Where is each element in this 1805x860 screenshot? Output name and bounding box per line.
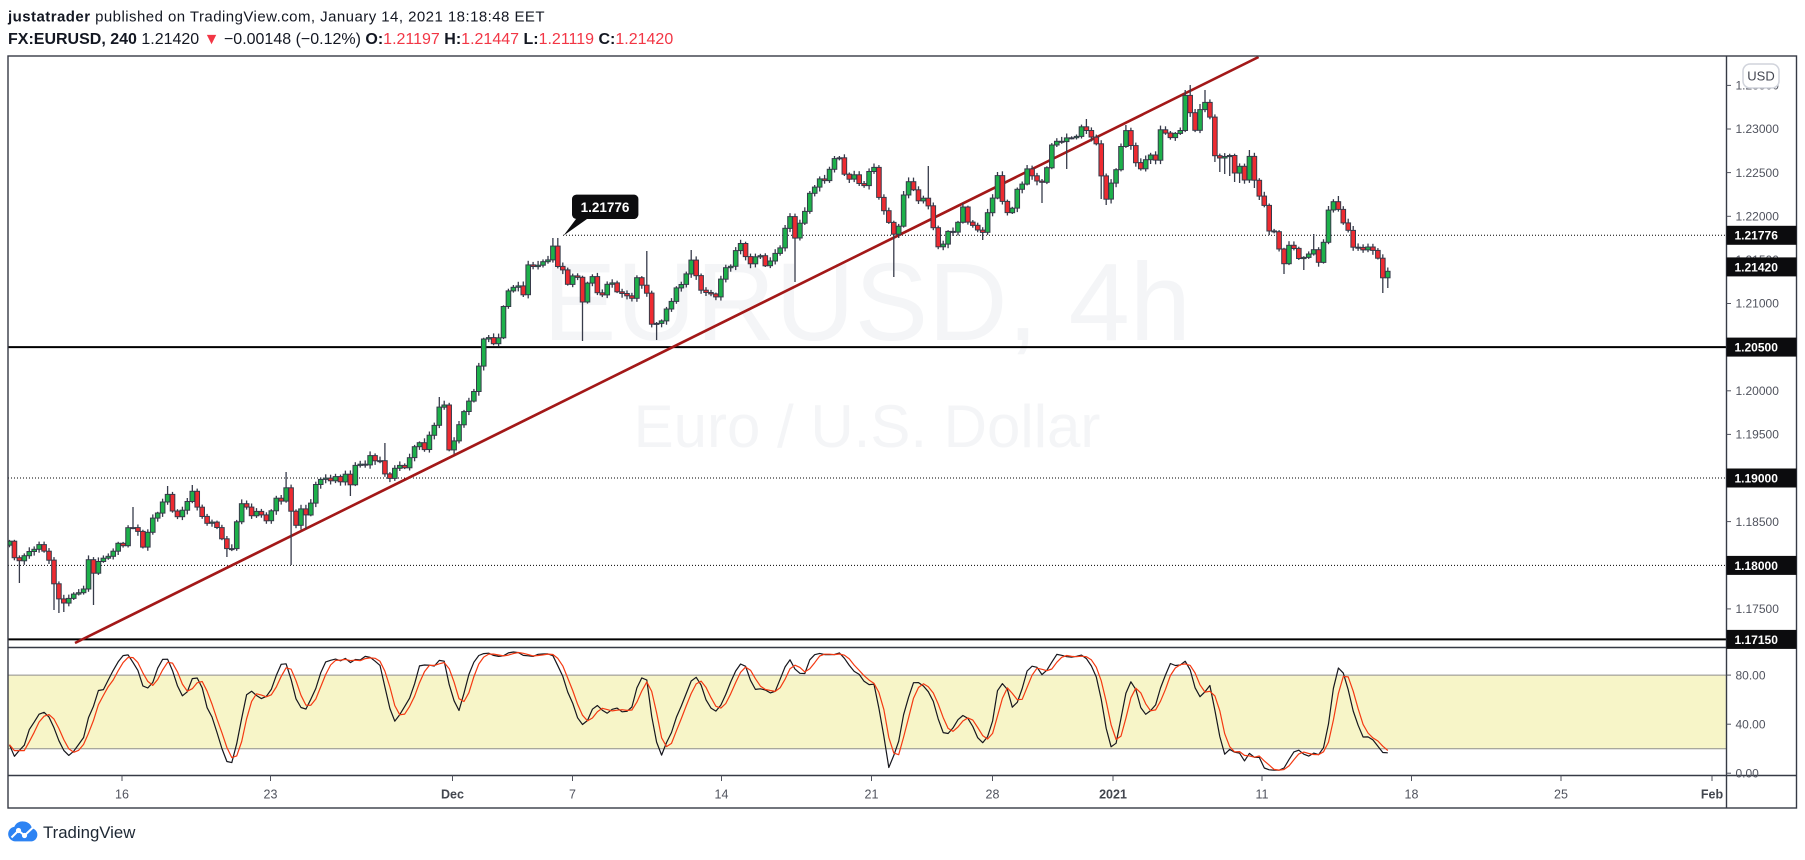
svg-text:1.20000: 1.20000 xyxy=(1736,384,1780,398)
svg-text:11: 11 xyxy=(1256,788,1269,802)
svg-text:1.19000: 1.19000 xyxy=(1735,471,1779,485)
svg-text:FX:EURUSD, 240 1.21420 ▼ −0.0: FX:EURUSD, 240 1.21420 ▼ −0.00148 (−0.12… xyxy=(8,31,673,48)
svg-text:1.19500: 1.19500 xyxy=(1736,428,1780,442)
svg-text:1.22500: 1.22500 xyxy=(1736,166,1780,180)
svg-text:1.21420: 1.21420 xyxy=(1735,260,1779,274)
svg-text:1.21000: 1.21000 xyxy=(1736,297,1780,311)
svg-text:1.18000: 1.18000 xyxy=(1735,559,1779,573)
svg-text:TradingView: TradingView xyxy=(43,823,136,842)
svg-text:1.21776: 1.21776 xyxy=(1735,229,1779,243)
svg-text:USD: USD xyxy=(1747,69,1774,84)
svg-text:Feb: Feb xyxy=(1701,788,1724,802)
svg-text:1.17500: 1.17500 xyxy=(1736,602,1780,616)
svg-text:7: 7 xyxy=(569,788,576,802)
svg-text:1.21776: 1.21776 xyxy=(581,200,630,215)
svg-text:1.23000: 1.23000 xyxy=(1736,122,1780,136)
svg-text:2021: 2021 xyxy=(1099,788,1127,802)
svg-text:1.20500: 1.20500 xyxy=(1735,341,1779,355)
svg-text:21: 21 xyxy=(865,788,879,802)
svg-text:EURUSD, 4h: EURUSD, 4h xyxy=(543,241,1191,364)
svg-text:16: 16 xyxy=(115,788,129,802)
svg-text:1.17150: 1.17150 xyxy=(1735,633,1779,647)
svg-text:40.00: 40.00 xyxy=(1736,717,1766,731)
svg-text:0.00: 0.00 xyxy=(1736,766,1760,780)
svg-text:1.22000: 1.22000 xyxy=(1736,210,1780,224)
svg-text:1.18500: 1.18500 xyxy=(1736,515,1780,529)
svg-text:18: 18 xyxy=(1405,788,1419,802)
svg-text:80.00: 80.00 xyxy=(1736,668,1766,682)
svg-text:25: 25 xyxy=(1554,788,1568,802)
svg-text:14: 14 xyxy=(715,788,729,802)
svg-text:justatrader published on Tradi: justatrader published on TradingView.com… xyxy=(7,9,545,26)
svg-text:23: 23 xyxy=(264,788,278,802)
svg-text:Dec: Dec xyxy=(441,788,464,802)
svg-text:28: 28 xyxy=(986,788,1000,802)
svg-text:Euro / U.S. Dollar: Euro / U.S. Dollar xyxy=(634,393,1101,460)
